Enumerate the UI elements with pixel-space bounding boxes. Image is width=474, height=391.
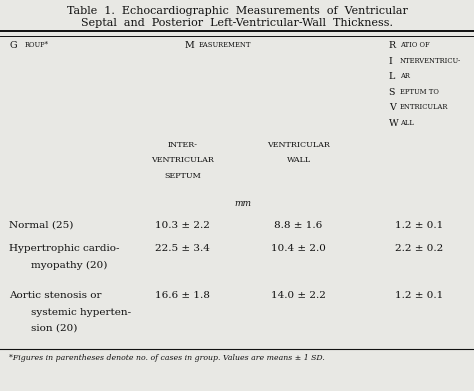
Text: myopathy (20): myopathy (20): [31, 261, 107, 270]
Text: S: S: [389, 88, 395, 97]
Text: 14.0 ± 2.2: 14.0 ± 2.2: [271, 291, 326, 300]
Text: 2.2 ± 0.2: 2.2 ± 0.2: [395, 244, 444, 253]
Text: INTER-: INTER-: [167, 141, 198, 149]
Text: Septal  and  Posterior  Left-Ventricular-Wall  Thickness.: Septal and Posterior Left-Ventricular-Wa…: [81, 18, 393, 28]
Text: AR: AR: [400, 72, 412, 80]
Text: 16.6 ± 1.8: 16.6 ± 1.8: [155, 291, 210, 300]
Text: M: M: [185, 41, 195, 50]
Text: I: I: [389, 57, 392, 66]
Text: WALL: WALL: [287, 156, 310, 164]
Text: W: W: [389, 119, 399, 128]
Text: sion (20): sion (20): [31, 324, 77, 333]
Text: NTERVENTRICU-: NTERVENTRICU-: [400, 57, 461, 65]
Text: Hypertrophic cardio-: Hypertrophic cardio-: [9, 244, 120, 253]
Text: 10.4 ± 2.0: 10.4 ± 2.0: [271, 244, 326, 253]
Text: *Figures in parentheses denote no. of cases in group. Values are means ± 1 SD.: *Figures in parentheses denote no. of ca…: [9, 354, 325, 362]
Text: G: G: [9, 41, 17, 50]
Text: ENTRICULAR: ENTRICULAR: [400, 104, 448, 111]
Text: VENTRICULAR: VENTRICULAR: [267, 141, 330, 149]
Text: VENTRICULAR: VENTRICULAR: [151, 156, 214, 164]
Text: ROUP*: ROUP*: [25, 41, 49, 49]
Text: Normal (25): Normal (25): [9, 221, 74, 230]
Text: Aortic stenosis or: Aortic stenosis or: [9, 291, 102, 300]
Text: 22.5 ± 3.4: 22.5 ± 3.4: [155, 244, 210, 253]
Text: SEPTUM: SEPTUM: [164, 172, 201, 180]
Text: EASUREMENT: EASUREMENT: [198, 41, 251, 49]
Text: Table  1.  Echocardiographic  Measurements  of  Ventricular: Table 1. Echocardiographic Measurements …: [66, 6, 408, 16]
Text: mm: mm: [235, 199, 251, 208]
Text: EPTUM TO: EPTUM TO: [400, 88, 439, 96]
Text: 1.2 ± 0.1: 1.2 ± 0.1: [395, 221, 444, 230]
Text: systemic hyperten-: systemic hyperten-: [31, 308, 131, 317]
Text: ALL: ALL: [400, 119, 414, 127]
Text: 1.2 ± 0.1: 1.2 ± 0.1: [395, 291, 444, 300]
Text: V: V: [389, 104, 396, 113]
Text: R: R: [389, 41, 396, 50]
Text: 8.8 ± 1.6: 8.8 ± 1.6: [274, 221, 323, 230]
Text: 10.3 ± 2.2: 10.3 ± 2.2: [155, 221, 210, 230]
Text: ATIO OF: ATIO OF: [400, 41, 429, 49]
Text: L: L: [389, 72, 395, 81]
